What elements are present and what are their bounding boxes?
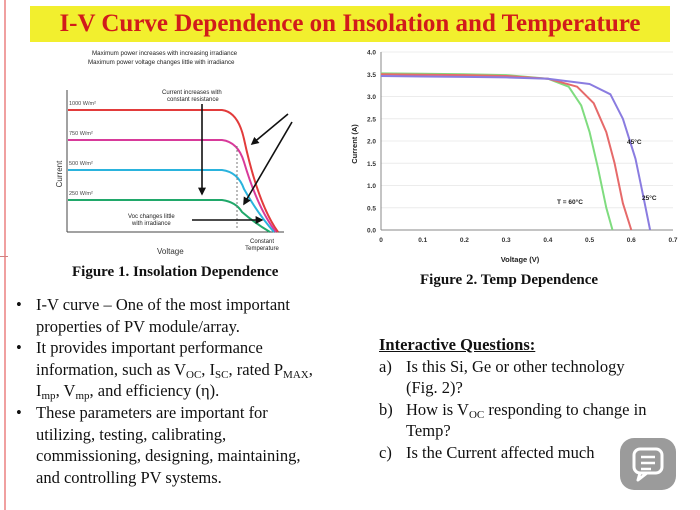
x-tick-label: 0.4 [543,237,552,244]
interactive-questions: Interactive Questions: a) Is this Si, Ge… [379,334,691,463]
arrow-mpp-2 [243,121,293,206]
sub-oc-q: OC [468,408,485,421]
curve-500 [68,169,275,233]
y-tick-label: 1.5 [367,161,376,168]
sub-sc: SC [215,368,229,381]
y-tick-label: 2.0 [367,139,376,146]
series-line-1 [380,73,633,231]
y-tick-label: 1.0 [367,183,376,190]
note-constant-2: Temperature [245,246,279,252]
fig1-x-label: Voltage [157,247,184,256]
bullet-2-text-f: , V [55,381,76,401]
curve-750 [68,139,277,233]
fig1-y-label: Current [55,160,64,187]
fig2-axes: 0.0 0.5 1.0 1.5 2.0 2.5 3.0 3.5 4.0 0 0.1 0.2 0.3 0.4… [367,50,678,245]
question-c-label: c) [379,442,392,462]
note-current-increases-1: Current increases with [162,90,222,96]
sub-mp-1: mp [41,390,56,403]
bullet-dot: • [16,295,22,314]
bullet-2-text-d: , [308,359,313,379]
label-750: 750 W/m² [69,131,93,137]
label-250: 250 W/m² [69,191,93,197]
series-label-25: 25°C [642,194,657,202]
figure1-caption: Figure 1. Insolation Dependence [72,264,279,280]
page-margin-rule [4,0,6,510]
figure2-caption: Figure 2. Temp Dependence [420,272,599,288]
bullet-dot: • [16,402,22,422]
bullet-performance: • It provides important performance info… [12,337,368,402]
series-label-45: 45°C [627,138,642,146]
question-a-line-1: Is this Si, Ge or other technology [406,356,625,376]
x-tick-label: 0.5 [585,237,594,244]
note-constant-1: Constant [250,239,274,245]
curve-250 [68,199,271,233]
x-tick-label: 0.2 [460,237,469,244]
question-a: a) Is this Si, Ge or other technology (F… [379,356,691,399]
sub-mp-2: mp [75,390,90,403]
bullet-2-text-c: , rated P [228,359,284,379]
sub-oc: OC [186,368,202,381]
bullet-list: • I-V curve – One of the most important … [12,294,368,488]
y-tick-label: 0.0 [367,228,376,235]
bullet-dot: • [16,338,22,358]
bullet-2-text-g: , and efficiency (η). [89,381,220,401]
series-line-2 [380,75,652,231]
fig2-y-label: Current (A) [350,124,359,164]
curve-1000 [68,109,279,233]
title-highlight [30,6,670,42]
bullet-3-line-3: commissioning, designing, maintaining, [36,446,301,466]
bullet-3-line-1: These parameters are important for [36,402,268,422]
label-500: 500 W/m² [69,161,93,167]
x-tick-label: 0.3 [502,237,511,244]
label-1000: 1000 W/m² [69,101,96,107]
bullet-parameters: • These parameters are important for uti… [12,402,368,488]
question-c: c) Is the Current affected much [379,442,691,464]
note-current-increases-2: constant resistance [167,97,219,103]
x-tick-label: 0.7 [668,237,677,244]
chat-icon [632,447,664,482]
margin-tick [0,256,8,257]
y-tick-label: 4.0 [367,50,376,57]
bullet-2-text-a: information, such as V [36,359,187,379]
x-tick-label: 0 [379,237,383,244]
x-tick-label: 0.6 [627,237,636,244]
question-b-label: b) [379,399,393,419]
figure-temperature-chart: 0.0 0.5 1.0 1.5 2.0 2.5 3.0 3.5 4.0 0 0.1 0.2 0.3 0.4… [350,50,678,265]
series-label-60: T = 60°C [557,198,583,206]
note-max-power-voltage: Maximum power voltage changes little wit… [88,59,235,66]
question-b-line-2: Temp? [406,421,451,440]
question-c-line-1: Is the Current affected much [406,442,595,462]
figure-insolation: Maximum power increases with increasing … [55,50,293,256]
y-tick-label: 3.5 [367,72,376,79]
y-tick-label: 0.5 [367,205,376,212]
bullet-3-line-4: and controlling PV systems. [36,467,222,487]
bullet-2-text-e: I [36,381,42,401]
y-tick-label: 3.0 [367,94,376,101]
arrow-mpp-1 [250,113,289,146]
bullet-2-line-1: It provides important performance [36,338,263,358]
questions-title: Interactive Questions: [379,335,536,354]
fig2-x-label: Voltage (V) [501,255,540,264]
chat-button[interactable] [620,438,676,490]
bullet-3-line-2: utilizing, testing, calibrating, [36,424,227,444]
question-a-label: a) [379,356,392,376]
sub-max: MAX [283,368,309,381]
note-voc-1: Voc changes little [128,214,175,220]
bullet-iv-curve: • I-V curve – One of the most important … [12,294,368,337]
bullet-1-line-1: I-V curve – One of the most important [36,295,291,314]
fig2-series [380,72,652,231]
question-b-text-b: responding to change in [484,399,647,419]
bullet-1-line-2: properties of PV module/array. [36,316,240,336]
question-b-text-a: How is V [406,399,469,419]
question-b: b) How is VOC responding to change in Te… [379,399,691,442]
question-a-line-2: (Fig. 2)? [406,378,463,397]
bullet-2-text-b: , I [201,359,216,379]
note-voc-2: with irradiance [131,221,171,227]
slide-title: I-V Curve Dependence on Insolation and T… [59,10,641,37]
y-tick-label: 2.5 [367,116,376,123]
note-max-power-irradiance: Maximum power increases with increasing … [92,50,238,57]
x-tick-label: 0.1 [418,237,427,244]
